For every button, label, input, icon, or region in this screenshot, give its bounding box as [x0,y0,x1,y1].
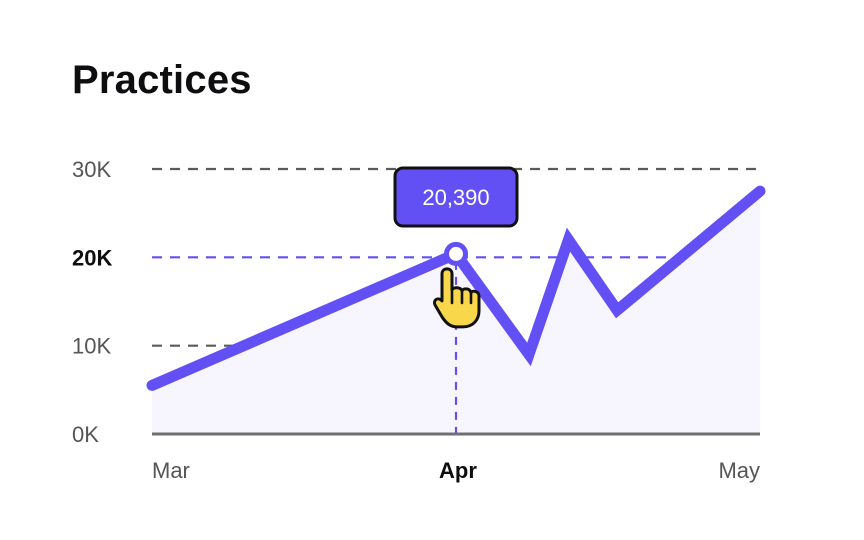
highlight-point-marker[interactable] [444,241,468,266]
tooltip: 20,390 [393,166,519,228]
x-tick-label-mar: Mar [152,458,190,483]
y-tick-label-0k: 0K [72,422,99,447]
series-line-layer [146,185,766,391]
hand-pointer-body [433,267,481,329]
y-tick-label-10k: 10K [72,334,111,359]
tick-labels: 0K 10K 20K 30K Mar Apr May [72,157,760,483]
hand-pointer-finger-lines [450,288,473,305]
highlight-marker-layer[interactable]: 20,390 [393,166,519,329]
tooltip-box [393,166,519,228]
x-tick-label-apr: Apr [439,458,477,483]
y-tick-label-30k: 30K [72,157,111,182]
series-line [146,185,766,391]
x-tick-label-may: May [718,458,760,483]
hand-pointer-icon [433,267,481,329]
tooltip-value: 20,390 [422,185,489,210]
y-tick-label-20k: 20K [72,245,112,270]
chart-title: Practices [72,58,252,102]
